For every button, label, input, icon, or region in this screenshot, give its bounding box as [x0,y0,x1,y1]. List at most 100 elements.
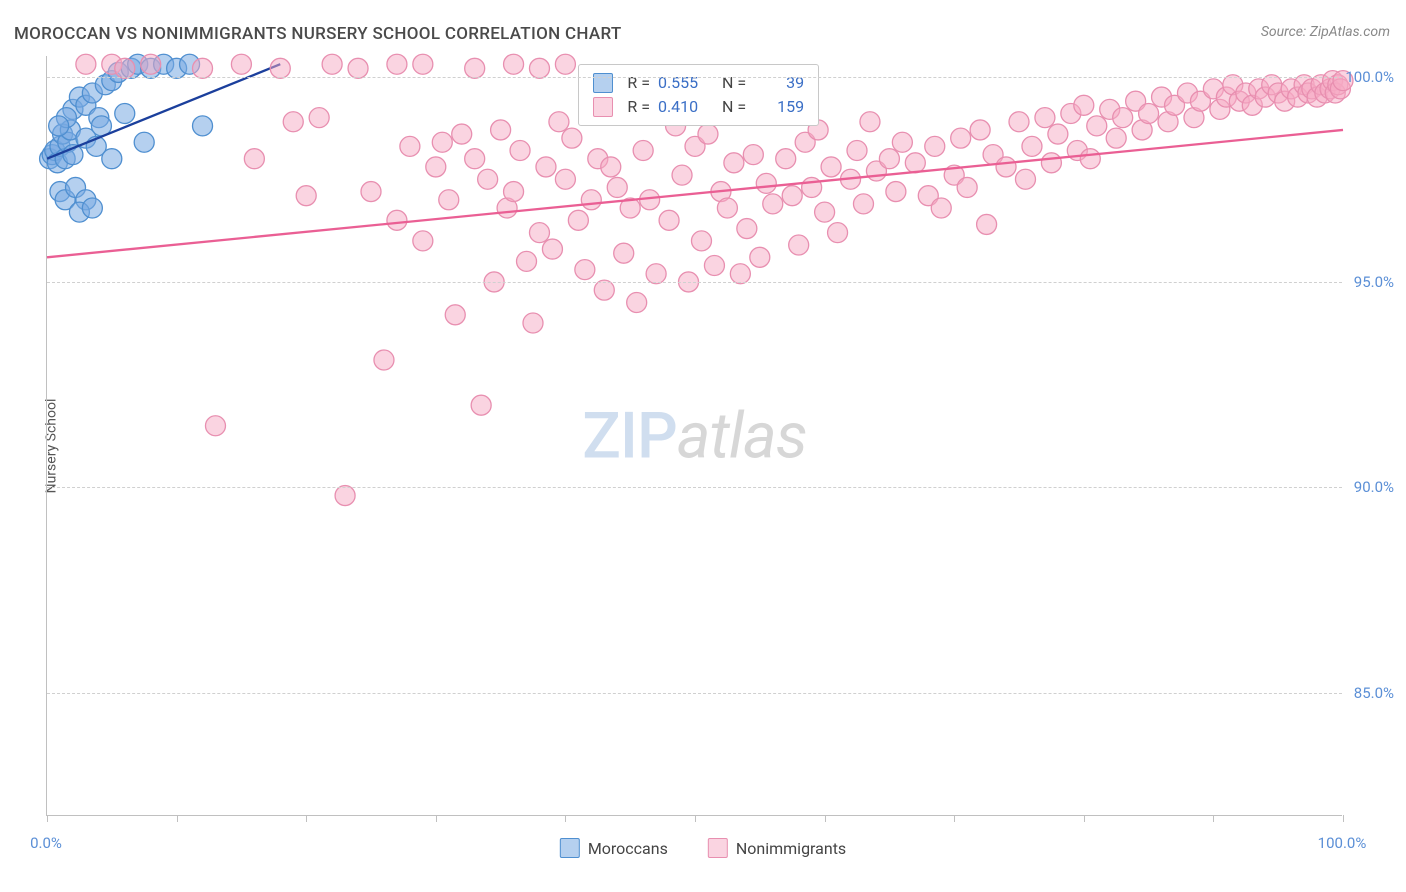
legend-r-value-nonimmigrants: 0.410 [658,95,708,119]
data-point-nonimmigrants [141,54,161,74]
data-point-nonimmigrants [815,202,835,222]
data-point-nonimmigrants [614,243,634,263]
ytick-label: 90.0% [1354,478,1394,496]
data-point-nonimmigrants [977,214,997,234]
data-point-nonimmigrants [1035,108,1055,128]
data-point-nonimmigrants [957,177,977,197]
data-point-nonimmigrants [562,128,582,148]
data-point-nonimmigrants [931,198,951,218]
data-point-nonimmigrants [115,58,135,78]
xtick [825,815,826,822]
data-point-nonimmigrants [309,108,329,128]
data-point-nonimmigrants [504,54,524,74]
xtick-label: 100.0% [1318,834,1367,852]
data-point-nonimmigrants [828,223,848,243]
data-point-nonimmigrants [853,194,873,214]
data-point-nonimmigrants [970,120,990,140]
data-point-nonimmigrants [763,194,783,214]
data-point-nonimmigrants [1139,104,1159,124]
data-point-nonimmigrants [1080,149,1100,169]
data-point-nonimmigrants [244,149,264,169]
data-point-nonimmigrants [361,182,381,202]
data-point-nonimmigrants [646,264,666,284]
data-point-nonimmigrants [400,136,420,156]
gridline-h [47,282,1342,283]
bottom-legend: MoroccansNonimmigrants [560,838,846,858]
legend-n-label: N = [722,71,746,95]
data-point-nonimmigrants [193,58,213,78]
data-point-nonimmigrants [478,169,498,189]
data-point-nonimmigrants [601,157,621,177]
data-point-nonimmigrants [691,231,711,251]
data-point-nonimmigrants [743,145,763,165]
data-point-nonimmigrants [1087,116,1107,136]
data-point-nonimmigrants [756,173,776,193]
stats-legend: R =0.555N =39R =0.410N =159 [578,64,819,126]
data-point-nonimmigrants [465,58,485,78]
data-point-nonimmigrants [322,54,342,74]
ytick-label: 100.0% [1345,68,1394,86]
data-point-nonimmigrants [335,486,355,506]
data-point-nonimmigrants [542,239,562,259]
xtick [1084,815,1085,822]
data-point-moroccans [82,198,102,218]
data-point-nonimmigrants [575,260,595,280]
data-point-nonimmigrants [387,54,407,74]
legend-r-value-moroccans: 0.555 [658,71,708,95]
xtick [695,815,696,822]
data-point-moroccans [134,132,154,152]
data-point-nonimmigrants [555,54,575,74]
data-point-moroccans [49,116,69,136]
source-label: Source: ZipAtlas.com [1261,24,1390,40]
gridline-h [47,487,1342,488]
data-point-nonimmigrants [951,128,971,148]
data-point-nonimmigrants [1015,169,1035,189]
data-point-nonimmigrants [205,416,225,436]
data-point-nonimmigrants [594,280,614,300]
legend-n-label: N = [722,95,746,119]
data-point-nonimmigrants [374,350,394,370]
data-point-nonimmigrants [523,313,543,333]
data-point-nonimmigrants [860,112,880,132]
data-point-nonimmigrants [737,219,757,239]
data-point-nonimmigrants [607,177,627,197]
data-point-nonimmigrants [270,58,290,78]
data-point-nonimmigrants [1106,128,1126,148]
xtick [306,815,307,822]
legend-n-value-nonimmigrants: 159 [754,95,804,119]
legend-r-label: R = [627,71,650,95]
xtick [1213,815,1214,822]
data-point-moroccans [193,116,213,136]
data-point-nonimmigrants [231,54,251,74]
bottom-legend-swatch-nonimmigrants [708,838,728,858]
data-point-nonimmigrants [717,198,737,218]
data-point-nonimmigrants [892,132,912,152]
data-point-nonimmigrants [432,132,452,152]
xtick-label: 0.0% [30,834,62,852]
xtick [1343,815,1344,822]
legend-r-label: R = [627,95,650,119]
data-point-nonimmigrants [1074,95,1094,115]
data-point-nonimmigrants [465,149,485,169]
xtick [565,815,566,822]
data-point-nonimmigrants [413,54,433,74]
data-point-nonimmigrants [1048,124,1068,144]
xtick [954,815,955,822]
data-point-nonimmigrants [879,149,899,169]
data-point-nonimmigrants [724,153,744,173]
xtick [177,815,178,822]
data-point-moroccans [115,104,135,124]
data-point-moroccans [102,149,122,169]
gridline-h [47,693,1342,694]
data-point-nonimmigrants [555,169,575,189]
data-point-nonimmigrants [1009,112,1029,132]
chart-title: MOROCCAN VS NONIMMIGRANTS NURSERY SCHOOL… [14,24,622,44]
data-point-nonimmigrants [439,190,459,210]
data-point-nonimmigrants [1022,136,1042,156]
data-point-nonimmigrants [905,153,925,173]
data-point-nonimmigrants [886,182,906,202]
data-point-nonimmigrants [517,251,537,271]
scatter-svg [47,56,1343,816]
data-point-nonimmigrants [659,210,679,230]
data-point-nonimmigrants [491,120,511,140]
